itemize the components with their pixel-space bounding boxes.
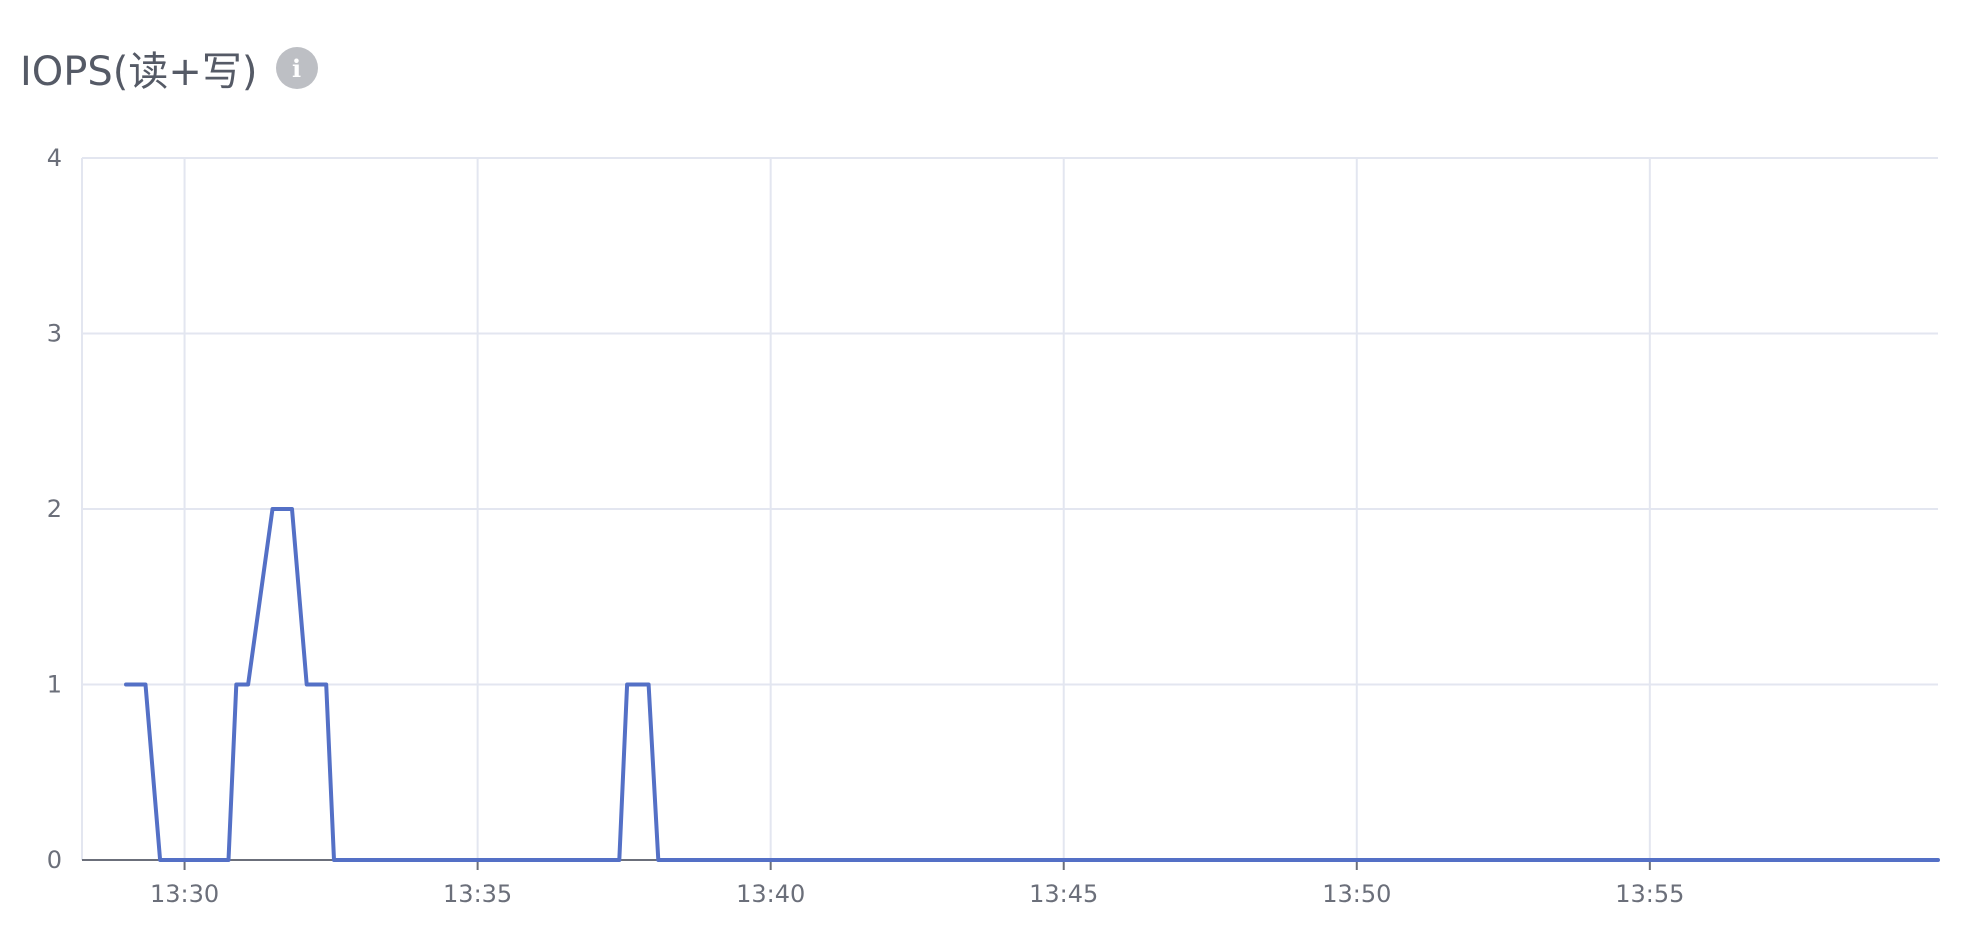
info-icon[interactable]: i [275,47,318,89]
y-tick-label-3: 3 [47,320,62,348]
y-tick-label-0: 0 [47,846,62,874]
series-layer [124,507,1940,862]
x-tick-label-5: 13:55 [1615,880,1684,908]
series-line-0 [124,507,1940,862]
x-tick-label-1: 13:35 [443,880,512,908]
chart-header: IOPS(读+写) i [20,38,318,98]
x-tick-label-4: 13:50 [1322,880,1391,908]
chart-grid [81,157,1938,860]
x-axis: 13:30 13:35 13:40 13:45 13:50 13:55 [82,859,1938,908]
y-tick-label-1: 1 [47,671,62,699]
x-tick-label-3: 13:45 [1029,880,1098,908]
chart-title: IOPS(读+写) [20,49,258,95]
y-tick-label-4: 4 [47,144,62,172]
y-tick-label-2: 2 [47,495,62,523]
x-tick-label-0: 13:30 [150,880,219,908]
y-axis: 0 1 2 3 4 [47,144,62,874]
x-tick-label-2: 13:40 [736,880,805,908]
